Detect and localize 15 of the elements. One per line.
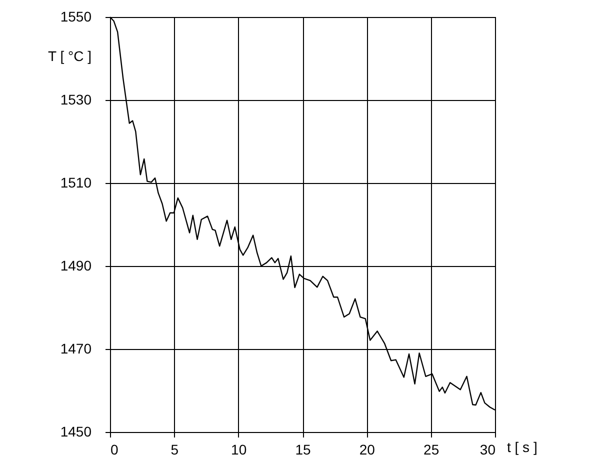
y-axis-title: T [ °C ] — [48, 48, 92, 64]
x-tick-label: 30 — [480, 442, 496, 458]
x-tick-label: 0 — [110, 442, 118, 458]
y-tick-label: 1450 — [60, 424, 92, 440]
y-tick-label: 1530 — [60, 92, 92, 108]
y-tick-label: 1490 — [60, 258, 92, 274]
x-tick-label: 25 — [424, 442, 440, 458]
y-tick-label: 1550 — [60, 8, 92, 24]
x-tick-label: 5 — [170, 442, 179, 458]
x-tick-label: 20 — [359, 442, 376, 458]
x-tick-label: 10 — [231, 442, 247, 458]
x-axis-title: t [ s ] — [507, 439, 538, 455]
y-tick-label: 1510 — [60, 174, 92, 190]
y-tick-label: 1470 — [60, 340, 92, 356]
x-tick-label: 15 — [295, 442, 311, 458]
